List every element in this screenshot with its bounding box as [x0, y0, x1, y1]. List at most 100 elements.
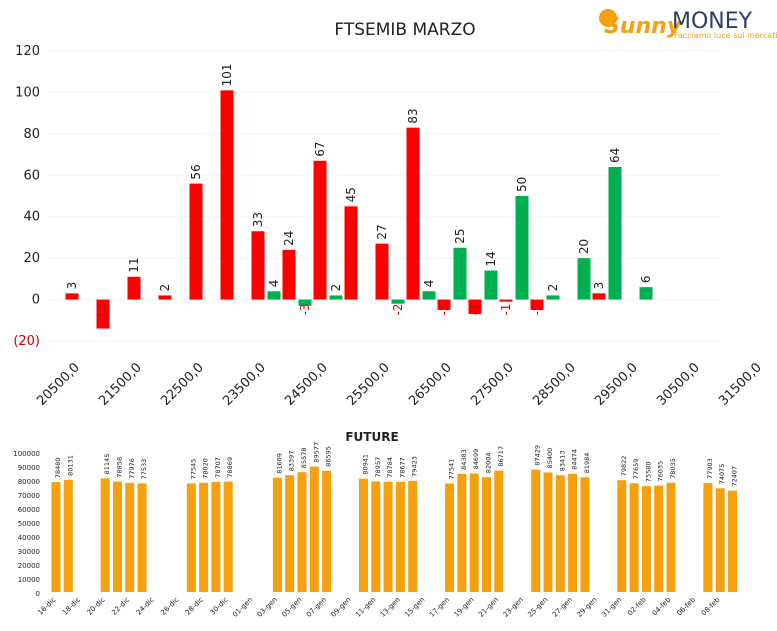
data-label: 101: [220, 63, 234, 86]
x-tick-label: 21500,0: [96, 360, 145, 409]
bar: [137, 483, 147, 592]
y-tick-label: 40000: [18, 534, 40, 542]
bar: [371, 481, 381, 592]
data-label: 76035: [657, 461, 665, 482]
bar: [220, 90, 234, 300]
bar: [282, 249, 296, 300]
data-label: 81609: [275, 453, 283, 474]
x-tick-label: 23-gen: [502, 596, 525, 619]
data-label: 84474: [571, 449, 579, 470]
y-tick-label: 80000: [18, 478, 40, 486]
bar: [484, 270, 498, 300]
x-tick-label: 13-gen: [379, 596, 402, 619]
y-tick-label: 10000: [18, 576, 40, 584]
bar: [375, 243, 389, 300]
y-tick-label: 70000: [18, 492, 40, 500]
bar: [703, 482, 713, 592]
data-label: 2: [329, 284, 343, 292]
y-tick-label: 0: [32, 293, 40, 308]
bar: [322, 470, 332, 592]
data-label: 85400: [546, 448, 554, 469]
x-tick-label: 06-feb: [675, 595, 697, 617]
bar: [63, 479, 73, 592]
y-tick-label: (20): [13, 334, 40, 349]
y-tick-label: 60000: [18, 506, 40, 514]
bar: [654, 485, 664, 592]
bar: [617, 480, 627, 592]
bar: [453, 247, 467, 300]
data-label: 4: [422, 280, 436, 288]
x-tick-label: 04-feb: [651, 595, 673, 617]
data-label: 77545: [189, 459, 197, 480]
data-label: 24: [282, 231, 296, 246]
x-tick-label: 21-gen: [477, 596, 500, 619]
x-tick-label: 31-gen: [600, 596, 623, 619]
y-tick-label: 20: [23, 251, 40, 266]
data-label: 20: [577, 239, 591, 254]
x-tick-label: 18-dic: [61, 596, 82, 617]
data-label: 83: [406, 108, 420, 123]
data-label: -1: [499, 304, 513, 316]
data-label: 78869: [226, 457, 234, 478]
bar: [546, 295, 560, 300]
data-label: 78784: [386, 457, 394, 478]
data-label: 79423: [411, 456, 419, 477]
x-tick-label: 23500,0: [220, 360, 269, 409]
data-label: 4: [267, 280, 281, 288]
data-label: 84699: [472, 449, 480, 470]
data-label: 78035: [669, 458, 677, 479]
bar: [383, 481, 393, 592]
data-label: -7: [468, 304, 482, 316]
bar: [359, 478, 368, 592]
data-label: 50: [515, 177, 529, 192]
x-tick-label: 27-gen: [551, 596, 574, 619]
bar: [469, 473, 479, 592]
x-tick-label: 08-feb: [700, 595, 722, 617]
logo-brand: Sunny: [604, 14, 683, 39]
y-tick-label: 90000: [18, 464, 40, 472]
bar: [408, 480, 418, 592]
bar: [629, 483, 639, 592]
data-label: 87429: [534, 445, 542, 466]
x-tick-label: 16-dic: [36, 596, 57, 617]
logo: Sunny MONEY Facciamo luce sui mercati: [599, 9, 777, 40]
bar: [251, 231, 265, 300]
x-tick-label: 30500,0: [654, 360, 703, 409]
x-tick-label: 05-gen: [280, 596, 303, 619]
logo-name: MONEY: [672, 9, 753, 34]
x-tick-label: 01-gen: [231, 596, 254, 619]
bar: [395, 481, 405, 592]
bar: [391, 299, 405, 304]
data-label: 3: [65, 282, 79, 290]
bar: [641, 486, 651, 592]
data-label: 83413: [558, 451, 566, 472]
data-label: 77659: [632, 459, 640, 480]
bar: [189, 183, 203, 300]
y-tick-label: 80: [23, 127, 40, 142]
bar: [285, 475, 295, 592]
data-label: 83397: [288, 451, 296, 472]
x-tick-label: 28-dic: [184, 596, 205, 617]
x-tick-label: 11-gen: [354, 596, 377, 619]
data-label: 67: [313, 142, 327, 157]
y-tick-label: 20000: [18, 562, 40, 570]
bar: [127, 276, 141, 300]
x-tick-label: 29-gen: [576, 596, 599, 619]
x-tick-label: 28500,0: [530, 360, 579, 409]
y-tick-label: 50000: [18, 520, 40, 528]
data-label: 85578: [300, 448, 308, 469]
bar: [577, 258, 591, 300]
y-tick-label: 120: [15, 44, 40, 59]
bar: [100, 478, 110, 592]
y-tick-label: 100000: [13, 450, 40, 458]
data-label: -5: [530, 304, 544, 316]
x-tick-label: 30-dic: [209, 596, 230, 617]
data-label: -14: [96, 304, 110, 324]
data-label: -5: [437, 304, 451, 316]
data-label: 78020: [202, 458, 210, 479]
x-tick-label: 25-gen: [526, 596, 549, 619]
bar: [65, 293, 79, 300]
bar: [113, 481, 122, 592]
data-label: 78957: [374, 457, 382, 478]
data-label: 77533: [140, 459, 148, 480]
